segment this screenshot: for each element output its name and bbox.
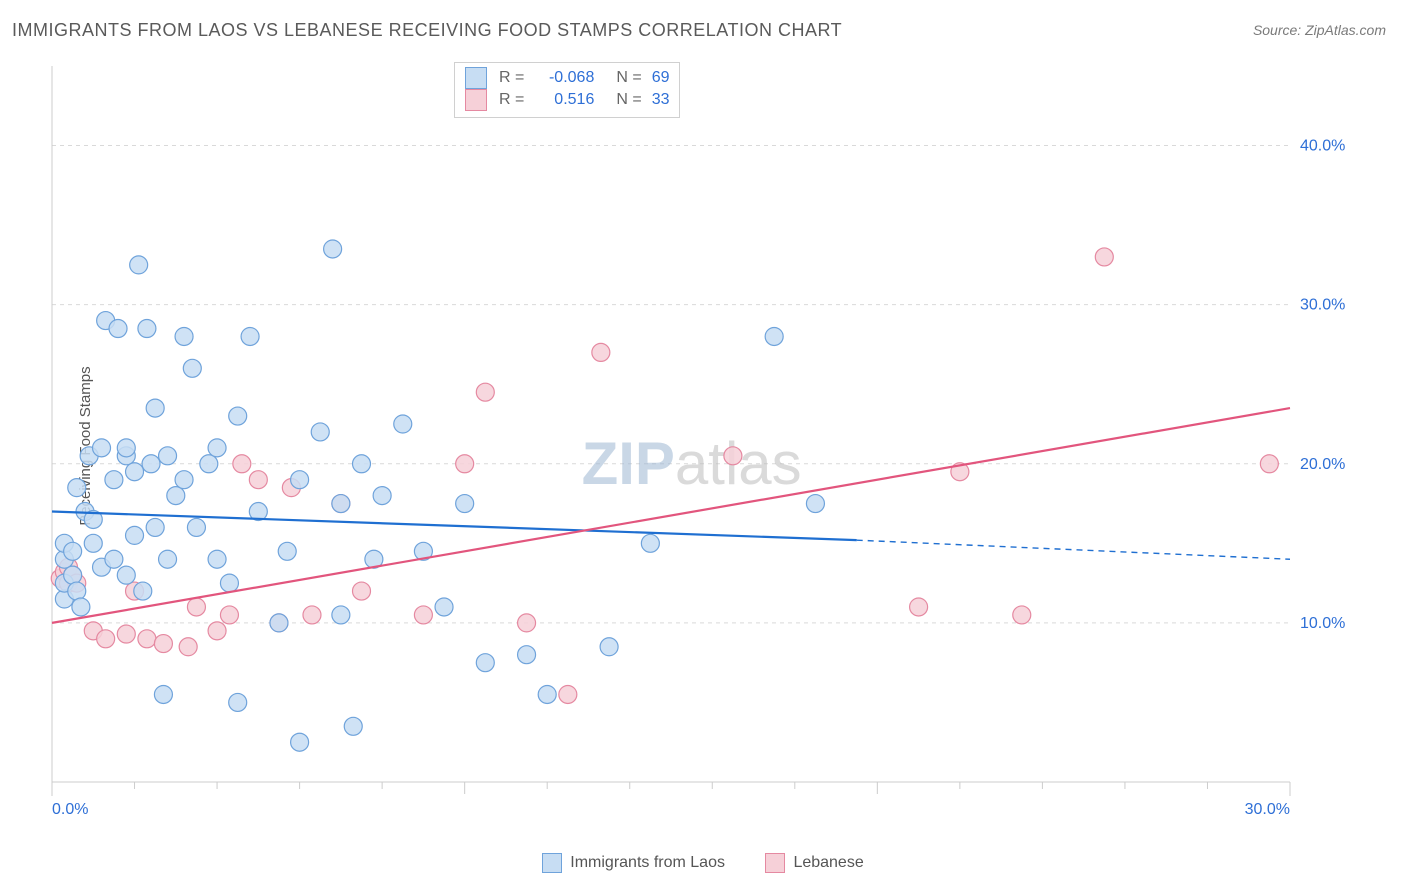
legend-item-1: Lebanese bbox=[765, 853, 863, 873]
swatch-icon bbox=[765, 853, 785, 873]
svg-text:30.0%: 30.0% bbox=[1245, 801, 1290, 818]
stat-label: N = bbox=[616, 67, 641, 89]
stat-n-value: 33 bbox=[652, 89, 670, 111]
svg-text:30.0%: 30.0% bbox=[1300, 297, 1345, 314]
stats-row-0: R = -0.068 N = 69 bbox=[465, 67, 669, 89]
svg-text:20.0%: 20.0% bbox=[1300, 456, 1345, 473]
stat-label: N = bbox=[616, 89, 641, 111]
source-label: Source: ZipAtlas.com bbox=[1253, 22, 1386, 38]
swatch-icon bbox=[465, 89, 487, 111]
chart-container: IMMIGRANTS FROM LAOS VS LEBANESE RECEIVI… bbox=[0, 0, 1406, 892]
legend-label: Lebanese bbox=[793, 854, 863, 872]
stat-r-value: -0.068 bbox=[534, 67, 594, 89]
svg-text:10.0%: 10.0% bbox=[1300, 615, 1345, 632]
swatch-icon bbox=[465, 67, 487, 89]
swatch-icon bbox=[542, 853, 562, 873]
stat-label: R = bbox=[499, 89, 524, 111]
svg-text:0.0%: 0.0% bbox=[52, 801, 88, 818]
chart-title: IMMIGRANTS FROM LAOS VS LEBANESE RECEIVI… bbox=[12, 20, 842, 41]
plot-area: 10.0% 20.0% 30.0% 40.0% 0.0% 30.0% ZIPatlas bbox=[40, 60, 1360, 830]
stat-label: R = bbox=[499, 67, 524, 89]
legend-label: Immigrants from Laos bbox=[570, 854, 725, 872]
legend-item-0: Immigrants from Laos bbox=[542, 853, 725, 873]
series-legend: Immigrants from Laos Lebanese bbox=[0, 853, 1406, 878]
stat-n-value: 69 bbox=[652, 67, 670, 89]
stats-legend: R = -0.068 N = 69 R = 0.516 N = 33 bbox=[454, 62, 680, 118]
svg-text:40.0%: 40.0% bbox=[1300, 138, 1345, 155]
chart-svg: 10.0% 20.0% 30.0% 40.0% 0.0% 30.0% ZIPatlas bbox=[40, 60, 1360, 830]
stats-row-1: R = 0.516 N = 33 bbox=[465, 89, 669, 111]
svg-text:ZIPatlas: ZIPatlas bbox=[582, 430, 802, 497]
stat-r-value: 0.516 bbox=[534, 89, 594, 111]
